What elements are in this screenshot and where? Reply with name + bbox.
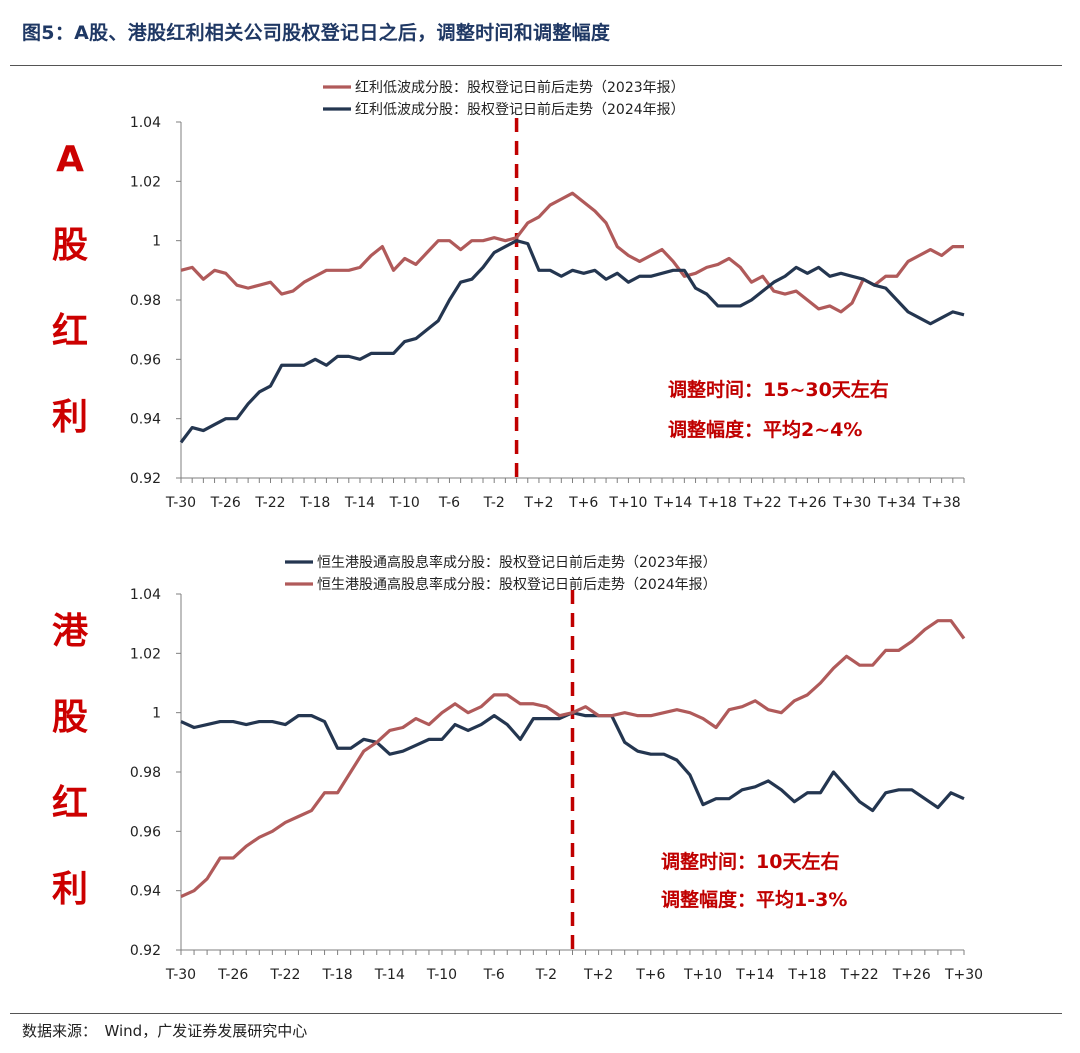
chart1-series-line-1: [180, 191, 964, 314]
side-label-char: 股: [51, 225, 88, 266]
figure-title: 图5：A股、港股红利相关公司股权登记日之后，调整时间和调整幅度: [22, 22, 611, 44]
chart2-x-tick-label: T+2: [583, 967, 613, 983]
chart2-y-tick-label: 1.04: [130, 587, 161, 603]
chart1-x-tick-label: T+18: [698, 495, 737, 511]
chart1-legend-label: 红利低波成分股：股权登记日前后走势（2023年报）: [355, 79, 685, 96]
chart1-y-tick-label: 0.96: [130, 352, 161, 368]
top-rule: [10, 65, 1062, 66]
chart1-x-tick-label: T+26: [787, 495, 826, 511]
chart1-x-tick-label: T-2: [483, 495, 505, 511]
chart1-x-tick-label: T-6: [438, 495, 460, 511]
chart2-x-tick-label: T-14: [374, 967, 405, 983]
chart2-x-tick-label: T-2: [535, 967, 557, 983]
chart1-y-tick-label: 1: [152, 234, 161, 250]
chart1-y-tick-label: 1.02: [130, 174, 161, 190]
chart1-x-tick-label: T-10: [389, 495, 420, 511]
chart1-x-tick-label: T+34: [877, 495, 916, 511]
chart1-y-tick-label: 0.94: [130, 412, 161, 428]
chart1-x-tick-label: T+38: [922, 495, 961, 511]
side-label-char: 红: [51, 311, 88, 352]
side-label-char: 港: [51, 611, 88, 652]
chart1-series-line-2: [179, 239, 965, 444]
chart1-legend-label: 红利低波成分股：股权登记日前后走势（2024年报）: [355, 101, 685, 118]
chart2-annotation: 调整幅度：平均1-3%: [661, 888, 847, 911]
figure-title-bar: 图5：A股、港股红利相关公司股权登记日之后，调整时间和调整幅度: [22, 18, 1066, 45]
chart2-y-tick-label: 0.98: [130, 765, 161, 781]
chart2-x-tick-label: T+30: [944, 967, 983, 983]
chart1-x-tick-label: T+2: [523, 495, 553, 511]
side-label-char: 利: [51, 397, 88, 438]
chart2-x-tick-label: T+14: [735, 967, 774, 983]
chart2-annotation: 调整时间：10天左右: [661, 850, 839, 873]
chart2-y-tick-label: 1: [152, 706, 161, 722]
chart2-y-tick-label: 0.92: [130, 943, 161, 959]
chart2-x-tick-label: T-22: [269, 967, 300, 983]
chart1-x-tick-label: T-18: [299, 495, 330, 511]
chart2-y-tick-label: 0.94: [130, 884, 161, 900]
chart1-annotation: 调整时间：15~30天左右: [668, 378, 889, 401]
chart1-x-tick-label: T-26: [210, 495, 241, 511]
chart1-x-tick-label: T-14: [344, 495, 375, 511]
side-label-char: 红: [51, 783, 88, 824]
chart2-x-tick-label: T+10: [683, 967, 722, 983]
chart2-x-tick-label: T+6: [635, 967, 665, 983]
chart1-y-tick-label: 0.98: [130, 293, 161, 309]
chart2-y-tick-label: 0.96: [130, 824, 161, 840]
chart2-x-tick-label: T-6: [483, 967, 505, 983]
chart2-legend-label: 恒生港股通高股息率成分股：股权登记日前后走势（2023年报）: [317, 554, 717, 571]
chart1-y-tick-label: 0.92: [130, 471, 161, 487]
source-note: 数据来源： Wind，广发证券发展研究中心: [22, 1022, 308, 1040]
chart2-x-tick-label: T+18: [787, 967, 826, 983]
chart2-legend-label: 恒生港股通高股息率成分股：股权登记日前后走势（2024年报）: [317, 576, 717, 593]
chart1-x-tick-label: T+6: [568, 495, 598, 511]
chart1-x-tick-label: T-30: [165, 495, 196, 511]
chart1-annotation: 调整幅度：平均2~4%: [668, 418, 862, 441]
chart2-x-tick-label: T+26: [892, 967, 931, 983]
side-label-char: A: [56, 139, 84, 180]
chart2-x-tick-label: T+22: [840, 967, 879, 983]
chart1-x-tick-label: T+14: [653, 495, 692, 511]
chart1-x-tick-label: T+30: [832, 495, 871, 511]
chart1-y-tick-label: 1.04: [130, 115, 161, 131]
chart2-x-tick-label: T-18: [322, 967, 353, 983]
side-label-a-share: A 股 红 利: [40, 142, 100, 486]
chart1-x-tick-label: T+22: [743, 495, 782, 511]
side-label-hk-share: 港 股 红 利: [40, 614, 100, 958]
chart1-x-tick-label: T+10: [608, 495, 647, 511]
bottom-rule: [10, 1013, 1062, 1014]
side-label-char: 利: [51, 869, 88, 910]
chart2-x-tick-label: T-30: [165, 967, 196, 983]
chart2-y-tick-label: 1.02: [130, 646, 161, 662]
chart2-x-tick-label: T-10: [426, 967, 457, 983]
chart2-series-line-2: [180, 619, 966, 899]
chart2-x-tick-label: T-26: [217, 967, 248, 983]
side-label-char: 股: [51, 697, 88, 738]
chart1-x-tick-label: T-22: [254, 495, 285, 511]
